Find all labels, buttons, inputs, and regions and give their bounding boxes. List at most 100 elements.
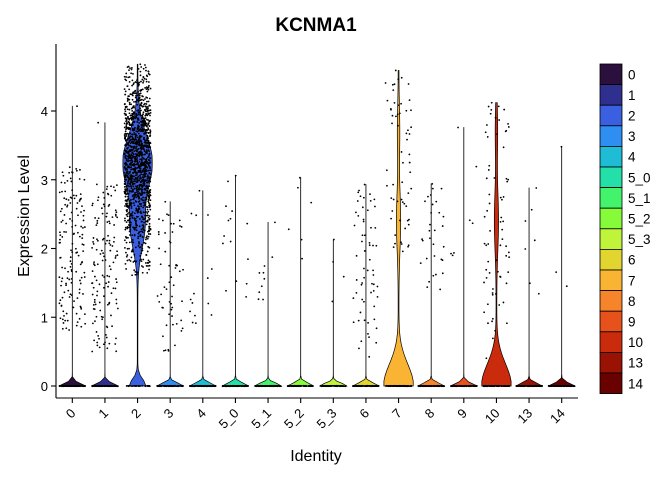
point-2 xyxy=(132,73,134,75)
point-2 xyxy=(142,105,145,108)
point-10 xyxy=(507,251,510,254)
point-2 xyxy=(138,202,141,205)
point-0 xyxy=(79,263,82,266)
point-2 xyxy=(127,95,130,98)
legend-swatch-13 xyxy=(599,351,623,374)
point-10 xyxy=(483,385,485,387)
point-2 xyxy=(143,176,146,178)
point-2 xyxy=(127,166,130,169)
point-0 xyxy=(78,385,81,387)
point-5_0 xyxy=(235,385,237,387)
point-2 xyxy=(144,141,147,144)
point-2 xyxy=(148,264,151,267)
point-9 xyxy=(475,385,478,387)
point-10 xyxy=(502,220,505,223)
point-2 xyxy=(139,90,142,92)
point-1 xyxy=(98,337,100,340)
point-0 xyxy=(83,178,86,181)
point-5_2 xyxy=(304,385,307,387)
point-2 xyxy=(142,231,144,234)
point-5_0 xyxy=(243,385,246,387)
point-0 xyxy=(65,198,68,201)
point-max-13 xyxy=(535,187,538,189)
point-max-9 xyxy=(457,126,459,129)
point-2 xyxy=(128,69,130,72)
point-6 xyxy=(366,384,369,387)
point-5_0 xyxy=(245,282,248,285)
point-5_3 xyxy=(339,385,341,388)
point-2 xyxy=(131,127,134,130)
legend-swatch-8 xyxy=(599,290,623,312)
point-0 xyxy=(71,225,74,228)
point-7 xyxy=(410,126,413,129)
point-0 xyxy=(67,289,70,292)
point-5_1 xyxy=(264,385,267,387)
point-2 xyxy=(142,196,144,199)
point-1 xyxy=(109,244,112,246)
point-13 xyxy=(524,220,527,222)
point-7 xyxy=(397,124,399,127)
point-6 xyxy=(375,341,378,344)
point-10 xyxy=(491,293,494,296)
point-1 xyxy=(105,188,108,191)
point-2 xyxy=(124,262,127,265)
point-2 xyxy=(124,90,127,93)
point-2 xyxy=(125,385,128,387)
point-5_0 xyxy=(223,235,225,237)
y-tick-label: 4 xyxy=(41,104,48,119)
point-10 xyxy=(493,177,496,179)
point-10 xyxy=(504,385,506,387)
point-6 xyxy=(374,205,376,208)
point-2 xyxy=(140,205,143,208)
point-2 xyxy=(133,170,136,173)
point-0 xyxy=(75,385,78,388)
point-0 xyxy=(73,384,75,387)
point-2 xyxy=(125,159,128,162)
point-2 xyxy=(148,225,151,228)
point-2 xyxy=(135,92,138,95)
point-2 xyxy=(138,111,140,114)
point-2 xyxy=(130,166,132,168)
point-2 xyxy=(145,132,147,134)
point-2 xyxy=(140,99,142,101)
point-2 xyxy=(133,163,136,166)
point-14 xyxy=(566,385,569,387)
point-2 xyxy=(137,235,140,238)
point-2 xyxy=(140,124,143,126)
point-6 xyxy=(368,258,371,261)
point-5_0 xyxy=(227,219,230,222)
point-3 xyxy=(170,308,173,311)
point-5_3 xyxy=(320,385,322,387)
point-5_0 xyxy=(227,385,229,387)
point-2 xyxy=(142,211,145,214)
point-2 xyxy=(131,161,133,164)
point-2 xyxy=(133,182,136,185)
point-8 xyxy=(441,259,444,262)
point-6 xyxy=(370,385,372,387)
point-2 xyxy=(147,169,149,172)
point-0 xyxy=(75,207,78,210)
point-10 xyxy=(505,129,508,132)
x-tick-label: 3 xyxy=(161,406,177,422)
point-2 xyxy=(142,80,145,82)
x-tick-label: 10 xyxy=(482,406,503,427)
point-6 xyxy=(361,234,364,237)
point-0 xyxy=(65,312,68,315)
point-3 xyxy=(158,301,161,303)
point-1 xyxy=(114,287,117,290)
point-3 xyxy=(158,384,161,387)
point-5_2 xyxy=(292,385,294,387)
point-10 xyxy=(491,292,494,294)
point-10 xyxy=(505,385,508,388)
point-2 xyxy=(123,171,126,174)
point-2 xyxy=(128,108,131,111)
point-2 xyxy=(148,154,151,156)
point-1 xyxy=(114,343,117,345)
point-2 xyxy=(131,189,134,192)
point-2 xyxy=(135,155,138,158)
point-2 xyxy=(148,125,151,127)
point-6 xyxy=(373,305,376,308)
point-2 xyxy=(128,163,131,166)
point-1 xyxy=(101,238,104,241)
point-2 xyxy=(137,190,140,193)
